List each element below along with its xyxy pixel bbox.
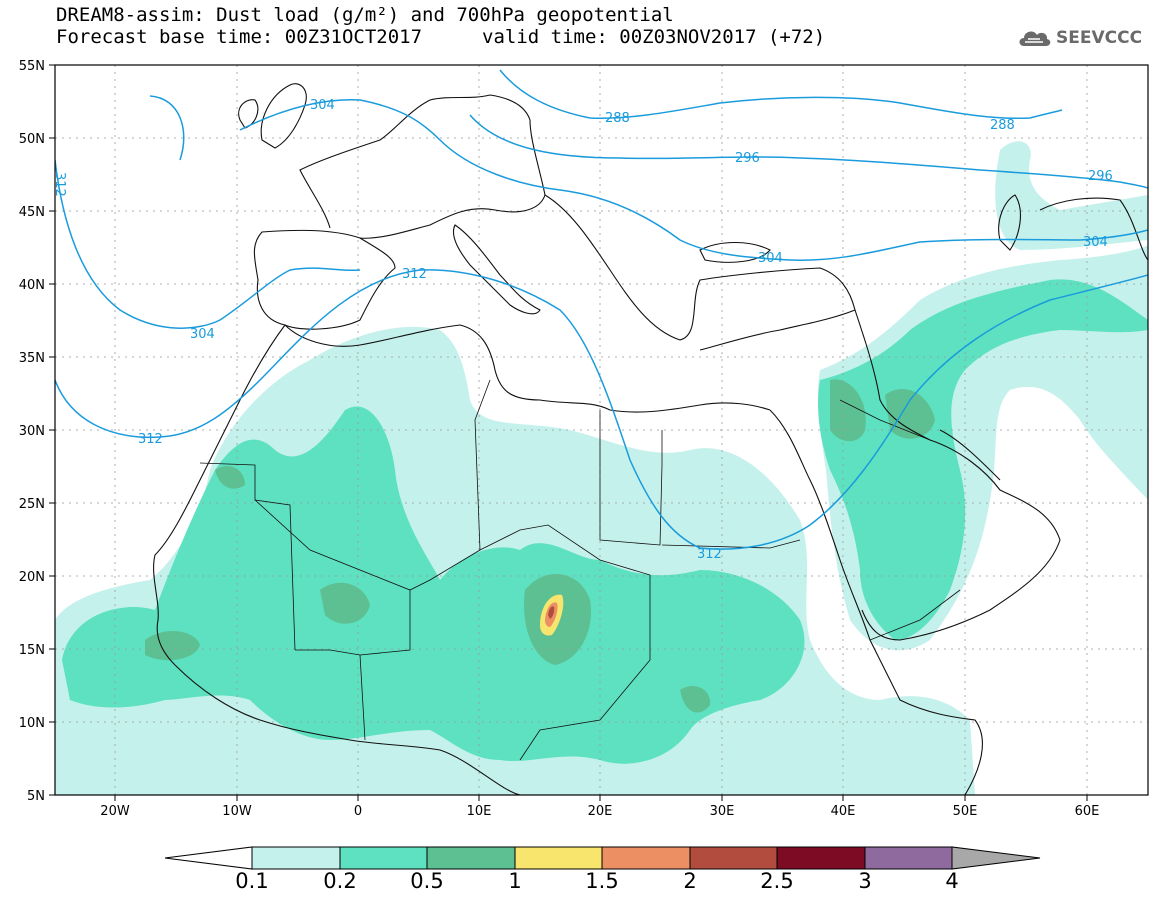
- contour-label: 296: [735, 151, 760, 166]
- colorbar-label: 0.2: [323, 869, 357, 893]
- contour-label: 312: [697, 547, 722, 562]
- longitude-labels: 20W 10W 0 10E 20E 30E 40E 50E 60E: [100, 804, 1099, 819]
- lon-label: 20E: [588, 804, 613, 819]
- lon-label: 10E: [467, 804, 492, 819]
- lat-label: 30N: [19, 424, 45, 439]
- lon-label: 60E: [1075, 804, 1100, 819]
- colorbar-bin: [339, 846, 428, 870]
- contour-label: 288: [990, 118, 1015, 133]
- contour-label: 304: [1083, 235, 1108, 250]
- contour-label: 312: [52, 172, 67, 197]
- contour-label: 312: [138, 432, 163, 447]
- colorbar-label: 0.1: [235, 869, 269, 893]
- axis-ticks: [49, 64, 1088, 801]
- dust-area-light-ne: [995, 141, 1148, 250]
- colorbar-bin: [689, 846, 778, 870]
- lat-label: 40N: [19, 278, 45, 293]
- colorbar-label: 1.5: [585, 869, 619, 893]
- contour-label: 296: [1088, 169, 1113, 184]
- gridlines: [55, 65, 1148, 795]
- colorbar-bin: [864, 846, 953, 870]
- contour-labels: 304 288 296 288 296 304 304 312 304 312 …: [52, 98, 1113, 562]
- dust-area-dark-6: [215, 465, 245, 489]
- lat-label: 45N: [19, 205, 45, 220]
- contour-label: 304: [310, 98, 335, 113]
- dust-area-medium: [62, 406, 805, 764]
- colorbar-bin: [601, 846, 691, 870]
- dust-shading: [55, 141, 1148, 795]
- title-line-1: DREAM8-assim: Dust load (g/m²) and 700hP…: [56, 4, 674, 26]
- lat-label: 25N: [19, 497, 45, 512]
- contour-label: 304: [758, 251, 783, 266]
- map-title: DREAM8-assim: Dust load (g/m²) and 700hP…: [56, 4, 825, 48]
- latitude-labels: 55N 50N 45N 40N 35N 30N 25N 20N 15N 10N …: [19, 59, 45, 804]
- dust-area-dark-7: [680, 685, 711, 713]
- dust-area-medium-east: [818, 279, 1148, 640]
- dust-area-red: [548, 606, 555, 619]
- lat-label: 55N: [19, 59, 45, 74]
- lon-label: 20W: [100, 804, 130, 819]
- colorbar-bin: [251, 846, 341, 870]
- lat-label: 20N: [19, 570, 45, 585]
- lon-label: 0: [354, 804, 362, 819]
- lat-label: 15N: [19, 643, 45, 658]
- colorbar-bin: [426, 846, 516, 870]
- logo-text: SEEVCCC: [1056, 28, 1143, 48]
- lat-label: 50N: [19, 132, 45, 147]
- colorbar-label: 3: [858, 869, 872, 893]
- borders: [199, 379, 961, 761]
- colorbar-bin: [776, 846, 866, 870]
- colorbar-label: 2: [683, 869, 697, 893]
- seevccc-logo: SEEVCCC: [1016, 26, 1142, 50]
- colorbar-bin: [514, 846, 603, 870]
- lon-label: 10W: [222, 804, 252, 819]
- colorbar-label: 0.5: [410, 869, 444, 893]
- contour-label: 288: [605, 111, 630, 126]
- cloud-icon: [1019, 31, 1051, 46]
- colorbar-label: 4: [945, 869, 959, 893]
- dust-area-dark-5: [885, 389, 935, 439]
- colorbar-label: 2.5: [760, 869, 794, 893]
- colorbar-label: 1: [508, 869, 522, 893]
- valid-time: valid time: 00Z03NOV2017 (+72): [482, 26, 826, 48]
- lat-label: 5N: [27, 789, 45, 804]
- lat-label: 35N: [19, 351, 45, 366]
- lon-label: 40E: [831, 804, 856, 819]
- contour-label: 304: [190, 327, 215, 342]
- lon-label: 50E: [953, 804, 978, 819]
- dust-area-dark-4: [830, 379, 866, 442]
- colorbar-over-arrow: [951, 846, 1041, 870]
- dust-area-dark-2: [320, 582, 370, 624]
- lon-label: 30E: [710, 804, 735, 819]
- base-time: Forecast base time: 00Z31OCT2017: [56, 26, 423, 48]
- colorbar-under-arrow: [164, 846, 253, 870]
- lat-label: 10N: [19, 716, 45, 731]
- geopotential-contours: [55, 69, 1148, 550]
- colorbar: [164, 846, 1041, 870]
- contour-label: 312: [402, 267, 427, 282]
